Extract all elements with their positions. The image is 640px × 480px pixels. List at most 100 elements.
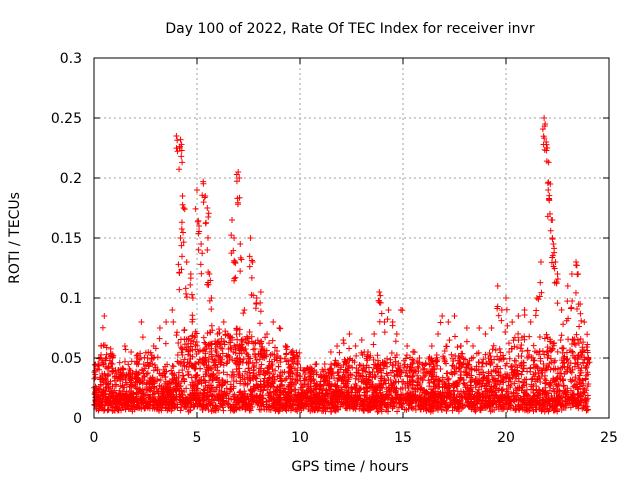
data-point [340,340,347,347]
data-point [192,205,199,212]
data-point [326,382,333,389]
data-point [244,374,251,381]
data-point [201,194,208,201]
data-point [550,241,557,247]
data-point [192,328,199,335]
data-point [471,393,478,400]
data-point [191,334,198,341]
data-point [288,387,295,394]
data-point [144,404,151,411]
data-point [300,392,307,399]
data-point [388,394,395,401]
data-point [277,325,284,332]
y-tick-label: 0 [73,411,82,427]
data-point [426,379,433,386]
data-point [530,342,537,349]
data-point [412,386,419,393]
data-point [495,387,502,394]
data-point [524,368,531,375]
data-point [308,385,315,392]
data-point [126,384,133,391]
data-point [248,333,255,340]
data-point [139,334,146,341]
data-point [287,382,294,389]
data-point [543,349,550,356]
data-point [202,340,209,347]
data-point [181,356,188,363]
data-point [213,348,220,355]
data-point [376,380,383,387]
data-point [217,358,224,365]
data-point [554,395,561,402]
data-point [431,369,438,376]
data-point [544,145,551,151]
data-point [162,340,169,347]
data-point [168,367,175,374]
data-point [255,400,262,407]
data-point [209,376,216,383]
data-point [338,377,345,384]
data-point [334,399,341,406]
data-point [334,382,341,389]
data-point [205,396,212,403]
data-point [547,347,554,354]
data-point [582,396,589,403]
data-point [584,341,591,348]
data-point [160,386,167,393]
data-point [269,337,276,344]
data-point [202,354,209,361]
data-point [117,400,124,407]
data-point [393,331,400,337]
data-point [123,393,130,400]
data-point [381,319,388,325]
data-point [556,392,563,399]
data-point [346,345,353,352]
data-point [381,377,388,384]
data-point [234,354,241,361]
data-point [138,366,145,373]
data-point [377,384,384,391]
data-point [236,397,243,404]
data-point [189,362,196,369]
data-point [433,382,440,389]
data-point [573,262,580,269]
data-point [338,398,345,405]
data-point [408,391,415,398]
data-point [342,369,349,376]
data-point [185,371,192,378]
data-point [328,395,335,402]
data-point [549,236,556,243]
data-point [401,406,408,413]
data-point [190,381,197,388]
data-point [246,369,253,376]
data-point [563,391,570,398]
data-point [341,396,348,403]
data-point [344,380,351,387]
data-point [582,376,589,383]
data-point [313,390,320,397]
data-point [99,324,106,331]
data-point [557,337,564,344]
data-point [255,350,262,357]
data-point [542,389,549,396]
data-point [584,331,591,338]
data-point [208,353,215,360]
data-point [260,370,267,377]
data-point [503,295,509,301]
data-point [307,376,314,383]
data-point [177,361,184,368]
data-point [259,343,266,350]
data-point [107,353,114,360]
data-point [519,383,526,390]
data-point [352,375,359,382]
data-point [277,378,284,385]
data-point [237,380,244,387]
data-point [269,378,276,385]
data-point [574,402,581,409]
data-point [205,358,212,365]
data-point [139,375,146,382]
data-point [535,296,542,303]
data-point [98,401,105,408]
data-point [457,343,464,349]
data-point [574,306,581,313]
